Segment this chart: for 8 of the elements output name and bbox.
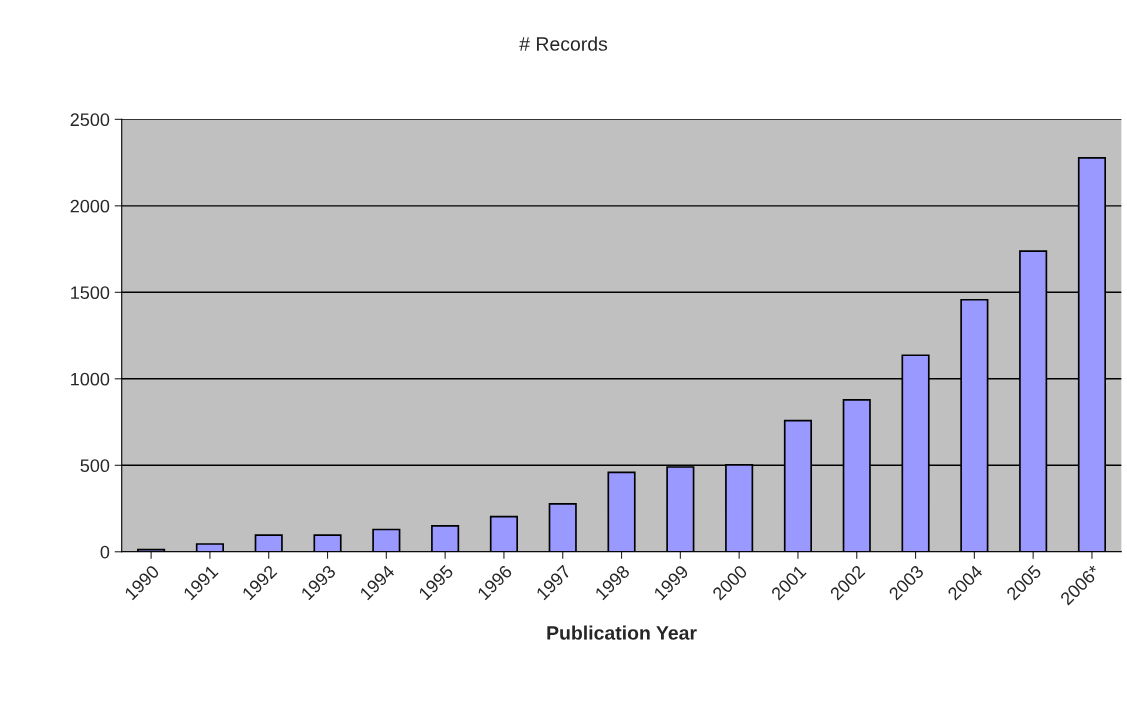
x-axis-title: Publication Year — [547, 625, 697, 640]
y-tick-label: 0 — [100, 545, 110, 559]
chart-title: # Records — [519, 36, 608, 51]
y-tick-label: 2000 — [70, 199, 110, 213]
y-tick-label: 1000 — [71, 372, 110, 386]
y-tick-label: 2500 — [70, 113, 110, 127]
y-tick-label: 500 — [80, 459, 110, 473]
y-tick-label: 1500 — [71, 286, 110, 300]
